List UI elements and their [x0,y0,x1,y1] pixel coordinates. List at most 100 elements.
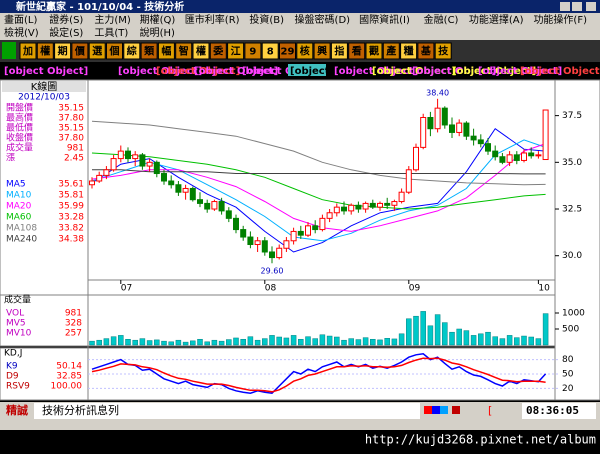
quote-text: [object Object] [194,66,278,77]
toolbar-label[interactable]: 價 [74,45,86,58]
toolbar-button[interactable] [54,42,72,60]
y-tick-label: 37.5 [562,111,582,121]
volume-bar [190,340,196,346]
volume-bar [168,341,174,346]
toolbar-label[interactable]: 8 [267,47,274,58]
candle-body [369,202,376,208]
menu-item[interactable]: 國際資訊(I) [359,13,410,26]
toolbar-button[interactable] [417,42,435,60]
y-tick-label: 500 [562,325,579,335]
legend-value: 328 [65,319,82,329]
menu-item[interactable]: 設定(S) [49,26,83,39]
toolbar-button[interactable] [192,42,210,60]
volume-bar [406,318,412,346]
ma-label: MA60 [6,213,32,223]
toolbar-button[interactable] [365,42,383,60]
menu-item[interactable]: 匯市利率(R) [185,13,240,26]
toolbar-label[interactable]: 個 [109,45,120,58]
toolbar-label[interactable]: 權 [40,45,50,58]
menu-item[interactable]: 說明(H) [140,26,175,39]
x-tick-label: 07 [121,284,132,294]
close-button[interactable] [586,2,596,11]
toolbar-label[interactable]: 加 [22,45,33,58]
menu-item[interactable]: 主力(M) [94,13,131,26]
toolbar-label[interactable]: 江 [231,45,241,58]
toolbar-button[interactable] [296,42,314,60]
toolbar-button[interactable] [36,42,54,60]
menu-item[interactable]: 畫面(L) [4,13,37,26]
ma-value: 33.82 [58,224,84,234]
toolbar-button[interactable] [348,42,366,60]
toolbar-button[interactable] [123,42,141,60]
volume-bar [161,340,167,346]
toolbar-label[interactable]: 產 [385,45,396,58]
toolbar-button[interactable] [313,42,331,60]
menu-item[interactable]: 檢視(V) [4,26,39,39]
legend-label: K9 [6,362,18,372]
menu-item[interactable]: 期權(Q) [140,13,176,26]
toolbar-label[interactable]: 基 [420,45,432,58]
toolbar-button[interactable] [140,42,158,60]
toolbar-button[interactable] [71,42,89,60]
toolbar-button[interactable] [227,42,245,60]
toolbar-label[interactable]: 綜 [127,45,137,58]
toolbar-button[interactable] [382,42,400,60]
toolbar-label[interactable]: 指 [334,45,344,58]
toolbar-label[interactable]: 幅 [161,45,171,58]
toolbar-button[interactable] [330,42,348,60]
toolbar-button[interactable] [175,42,193,60]
candle-body [384,202,391,206]
minimize-button[interactable] [560,2,570,11]
menu-item[interactable]: 投資(B) [249,13,284,26]
candle-body [449,124,455,133]
toolbar-button[interactable] [261,42,279,60]
toolbar-label[interactable]: 看 [352,45,362,58]
candle-body [463,122,470,137]
toolbar-label[interactable]: 糧 [404,45,414,58]
toolbar-label[interactable]: 權 [196,45,206,58]
toolbar-button[interactable] [244,42,262,60]
volume-bar [514,337,520,346]
maximize-button[interactable] [572,2,582,11]
toolbar-label[interactable]: 類 [143,45,155,58]
toolbar-button[interactable] [19,42,37,60]
kd-line [91,353,547,394]
candle-body [103,169,110,176]
candle-body [276,247,283,259]
toolbar-button[interactable] [106,42,123,60]
toolbar-label[interactable]: 觀 [369,45,379,58]
toolbar-label[interactable]: 29 [281,47,295,58]
candle-body [348,204,355,212]
toolbar-label[interactable]: 委 [212,45,224,58]
toolbar-button[interactable] [400,42,418,60]
home-button[interactable] [2,42,16,59]
toolbar-label[interactable]: 興 [317,45,327,58]
y-tick-label: 35.0 [562,158,582,168]
candle-body [197,199,203,204]
legend-value: 257 [65,329,82,339]
menu-item[interactable]: 功能操作(F) [533,13,587,26]
toolbar-label[interactable]: 核 [300,45,310,58]
volume-bar [298,338,304,346]
toolbar-button[interactable] [434,42,452,60]
indicator [424,406,432,414]
toolbar-button[interactable] [209,42,227,60]
volume-bar [506,335,513,346]
toolbar-button[interactable] [157,42,175,60]
price-annotation: 38.40 [426,88,449,97]
menu-item[interactable]: 金融(C) [424,13,459,26]
toolbar-label[interactable]: 技 [438,45,449,58]
candle-body [362,202,369,210]
menu-item[interactable]: 工具(T) [94,27,128,39]
menu-item[interactable]: 操盤密碼(D) [295,13,351,26]
menu-item[interactable]: 證券(S) [49,13,83,26]
quote-text: [object Object] [520,66,600,77]
toolbar-label[interactable]: 選 [92,45,102,58]
toolbar-button[interactable] [279,42,296,60]
toolbar-label[interactable]: 期 [58,45,68,58]
candle-body [240,229,247,238]
menu-item[interactable]: 功能選擇(A) [469,13,524,26]
toolbar-label[interactable]: 9 [249,47,256,58]
toolbar-label[interactable]: 智 [179,45,189,58]
toolbar-button[interactable] [88,42,106,60]
